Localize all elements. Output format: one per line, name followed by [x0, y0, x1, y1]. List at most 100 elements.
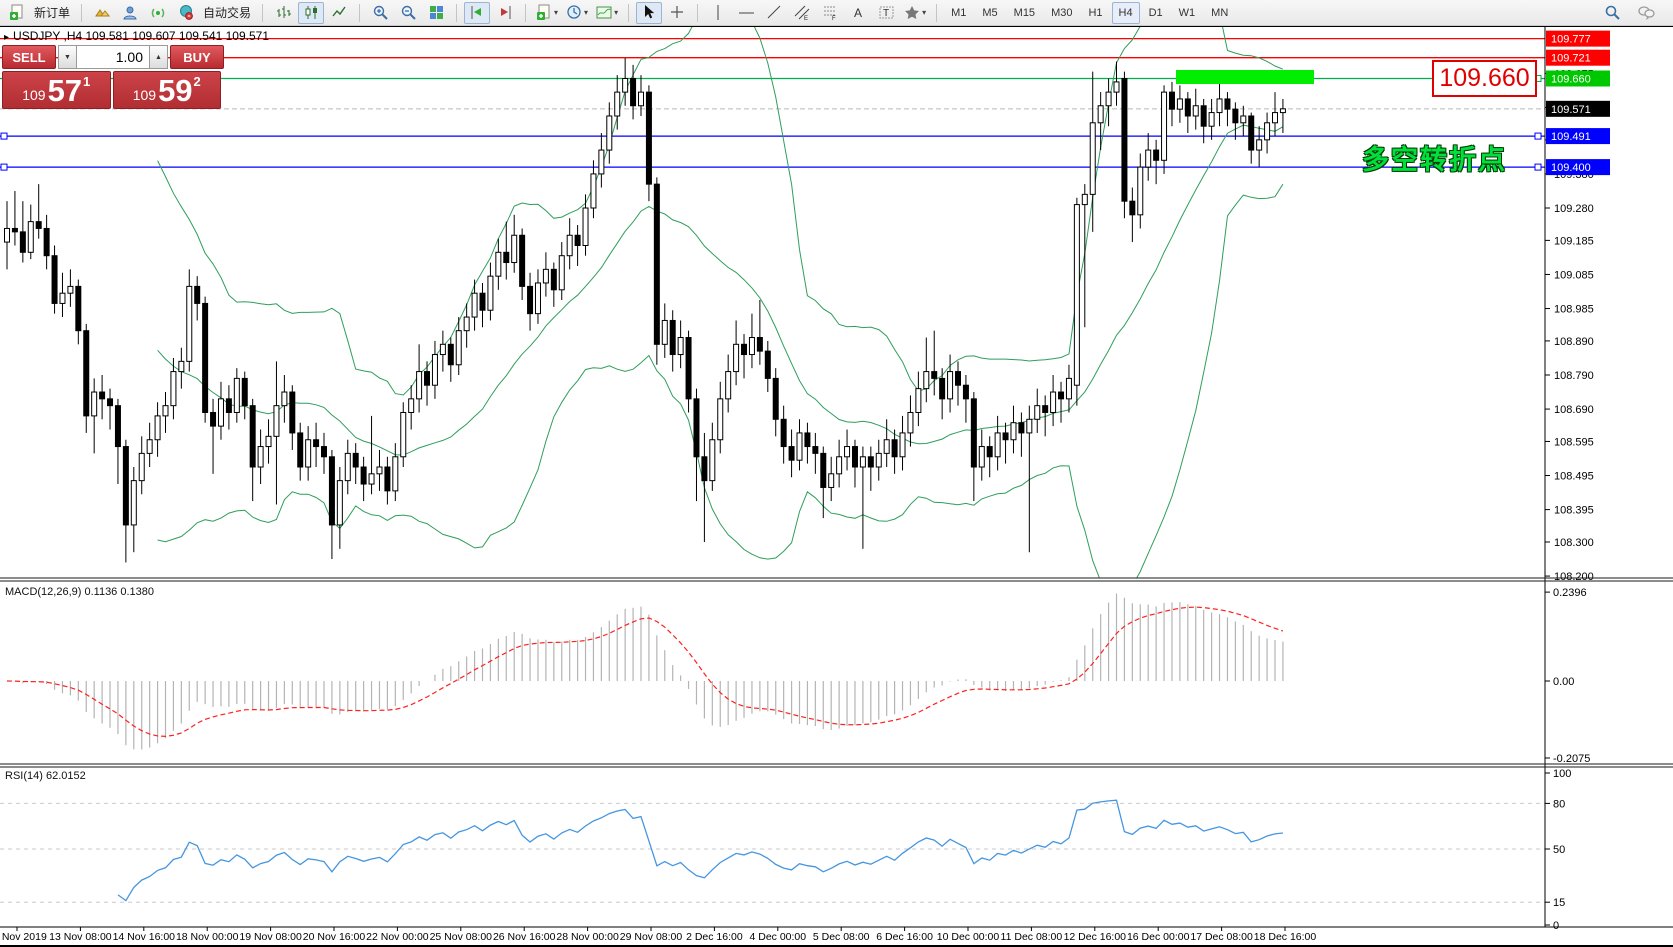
- tile-windows-icon: [429, 6, 443, 19]
- new-chart-icon: [537, 4, 550, 20]
- svg-text:12 Nov 2019: 12 Nov 2019: [0, 931, 47, 943]
- price-axis[interactable]: 109.675109.575109.480109.380109.280109.1…: [1544, 26, 1673, 946]
- svg-text:108.890: 108.890: [1554, 336, 1594, 348]
- candlestick-chart-button[interactable]: [298, 1, 325, 24]
- sell-price-box[interactable]: 109 57 1: [2, 71, 111, 109]
- shapes-icon: [905, 6, 920, 19]
- price-level-lines[interactable]: [0, 37, 1545, 171]
- zoom-in-button[interactable]: [367, 2, 393, 24]
- svg-text:0: 0: [1553, 920, 1559, 932]
- sell-price-prefix: 109: [22, 87, 46, 103]
- toolbar-separator: [262, 3, 264, 22]
- autotrade-icon: [179, 5, 193, 20]
- search-button[interactable]: [1599, 2, 1625, 24]
- horizontal-line-button[interactable]: [733, 2, 759, 24]
- text-button[interactable]: A: [845, 2, 871, 24]
- cursor-button[interactable]: [636, 1, 663, 24]
- shapes-button[interactable]: ▾: [901, 2, 929, 24]
- toolbar-separator: [936, 3, 938, 22]
- new-chart-button[interactable]: ▾: [533, 2, 561, 24]
- rsi-pane: [0, 799, 1545, 903]
- svg-text:T: T: [883, 8, 889, 19]
- crosshair-button[interactable]: [664, 2, 690, 24]
- buy-price-box[interactable]: 109 59 2: [112, 71, 221, 109]
- svg-text:E: E: [804, 16, 808, 21]
- tf-d1-button[interactable]: D1: [1148, 6, 1163, 19]
- chart-title: ▸ USDJPY ,H4 109.581 109.607 109.541 109.…: [4, 29, 269, 43]
- svg-text:18 Nov 00:00: 18 Nov 00:00: [176, 931, 239, 943]
- svg-text:14 Nov 16:00: 14 Nov 16:00: [113, 931, 176, 943]
- oneclick-expander-icon[interactable]: ▸: [4, 32, 10, 43]
- profiles-button[interactable]: ▾: [563, 2, 591, 24]
- autotrade-label[interactable]: 自动交易: [203, 6, 252, 20]
- tf-w1-button[interactable]: W1: [1178, 6, 1196, 19]
- volume-input[interactable]: [77, 45, 149, 69]
- svg-text:13 Nov 08:00: 13 Nov 08:00: [49, 931, 112, 943]
- template-icon: [596, 6, 612, 19]
- buy-button[interactable]: BUY: [170, 45, 224, 69]
- svg-text:2 Dec 16:00: 2 Dec 16:00: [686, 931, 743, 943]
- autotrade-button[interactable]: [173, 2, 199, 24]
- new-order-button[interactable]: [4, 2, 30, 24]
- svg-text:26 Nov 16:00: 26 Nov 16:00: [493, 931, 556, 943]
- toolbar-separator: [628, 3, 630, 22]
- tf-m1-button[interactable]: M1: [951, 6, 967, 19]
- signals-button[interactable]: [145, 2, 171, 24]
- crosshair-icon: [670, 6, 683, 18]
- vertical-line-button[interactable]: [705, 2, 731, 24]
- tf-m30-button[interactable]: M30: [1051, 6, 1073, 19]
- svg-text:16 Dec 00:00: 16 Dec 00:00: [1127, 931, 1190, 943]
- sell-button[interactable]: SELL: [2, 45, 56, 69]
- tile-windows-button[interactable]: [423, 2, 449, 24]
- zoom-out-icon: [401, 5, 416, 20]
- tf-mn-button[interactable]: MN: [1211, 6, 1229, 19]
- chart-canvas[interactable]: 109.675109.575109.480109.380109.280109.1…: [0, 26, 1673, 946]
- svg-text:108.200: 108.200: [1554, 571, 1594, 583]
- svg-text:109.571: 109.571: [1551, 104, 1591, 116]
- zoom-in-icon: [373, 5, 388, 20]
- bar-chart-button[interactable]: [270, 2, 296, 24]
- equidistant-channel-button[interactable]: E: [789, 2, 815, 24]
- templates-button[interactable]: ▾: [593, 2, 621, 24]
- svg-text:12 Dec 16:00: 12 Dec 16:00: [1064, 931, 1127, 943]
- volume-stepper: ▼ ▲: [58, 45, 168, 69]
- tf-m15-button[interactable]: M15: [1013, 6, 1036, 19]
- svg-text:6 Dec 16:00: 6 Dec 16:00: [876, 931, 933, 943]
- price-level-label-box[interactable]: 109.660: [1432, 60, 1537, 97]
- zoom-out-button[interactable]: [395, 2, 421, 24]
- volume-decrease-button[interactable]: ▼: [58, 45, 77, 69]
- chart-shift-button[interactable]: [492, 2, 518, 24]
- accounts-button[interactable]: [117, 2, 143, 24]
- trendline-icon: [767, 5, 780, 19]
- autoscroll-icon: [471, 6, 481, 19]
- svg-text:F: F: [832, 16, 836, 21]
- line-chart-button[interactable]: [326, 2, 352, 24]
- trendline-button[interactable]: [761, 2, 787, 24]
- svg-text:28 Nov 00:00: 28 Nov 00:00: [556, 931, 619, 943]
- svg-text:-0.2075: -0.2075: [1553, 753, 1590, 765]
- vertical-line-icon: [717, 5, 719, 20]
- chevron-down-icon: ▾: [554, 8, 559, 17]
- tf-h1-button[interactable]: H1: [1088, 6, 1103, 19]
- bollinger-bands: [157, 27, 1284, 578]
- chat-button[interactable]: [1633, 2, 1659, 24]
- turning-point-annotation[interactable]: 多空转折点: [1362, 145, 1507, 175]
- text-label-button[interactable]: T: [873, 2, 899, 24]
- market-watch-button[interactable]: [89, 2, 115, 24]
- toolbar-separator: [525, 3, 527, 22]
- fibonacci-icon: F: [823, 6, 836, 21]
- green-highlight-rect[interactable]: [1176, 70, 1314, 84]
- tf-m5-button[interactable]: M5: [982, 6, 998, 19]
- chart-shift-icon: [500, 6, 511, 19]
- tf-h4-button[interactable]: H4: [1111, 1, 1140, 24]
- new-order-label[interactable]: 新订单: [34, 6, 71, 20]
- volume-increase-button[interactable]: ▲: [149, 45, 168, 69]
- svg-text:0.00: 0.00: [1553, 676, 1574, 688]
- svg-text:109.660: 109.660: [1551, 73, 1591, 85]
- autoscroll-button[interactable]: [464, 1, 491, 24]
- fibonacci-button[interactable]: F: [817, 2, 843, 24]
- svg-text:108.790: 108.790: [1554, 370, 1594, 382]
- sell-price-big: 57: [47, 73, 83, 108]
